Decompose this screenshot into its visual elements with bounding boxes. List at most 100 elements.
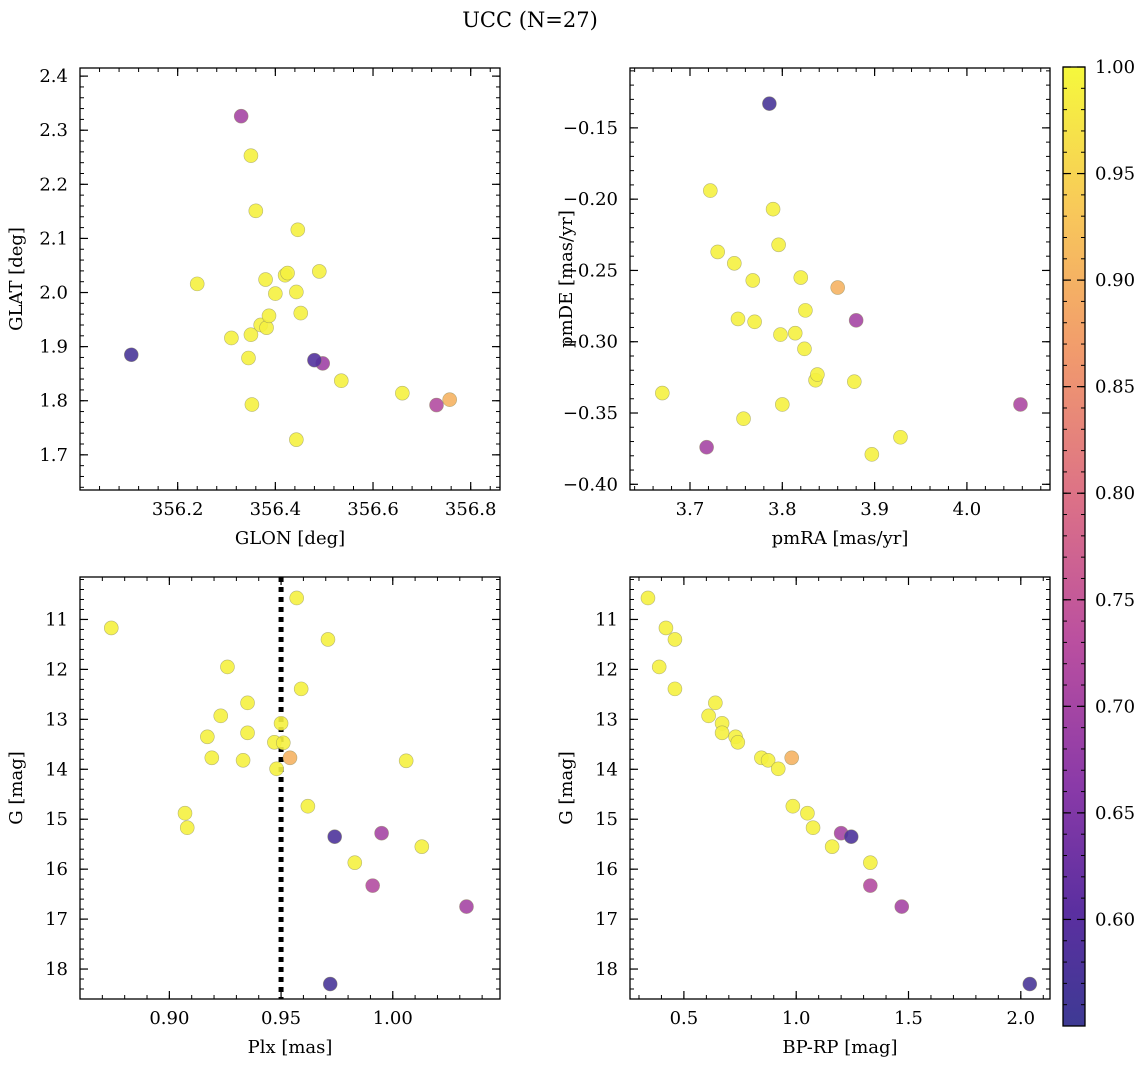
data-point (800, 805, 815, 821)
data-point (785, 798, 801, 814)
data-point (760, 752, 776, 768)
data-point (797, 341, 812, 357)
data-point (261, 308, 277, 324)
data-point (235, 752, 251, 768)
data-point (703, 183, 718, 198)
colorbar-tick-label: 0.95 (1095, 164, 1135, 185)
data-point (658, 620, 674, 636)
y-tick-label: 13 (595, 709, 618, 730)
x-tick-label: 4.0 (953, 499, 982, 520)
y-tick-label: 2.2 (39, 174, 68, 195)
data-point (736, 411, 751, 427)
colorbar-frame (1062, 66, 1086, 1027)
figure-title: UCC (N=27) (462, 8, 598, 32)
y-tick-label: 17 (45, 909, 68, 930)
data-point (843, 829, 859, 844)
data-point (667, 681, 683, 697)
y-tick-label: 14 (595, 759, 618, 780)
data-point (289, 284, 304, 300)
data-point (293, 681, 309, 697)
data-point (727, 256, 742, 271)
y-tick-label: 1.7 (39, 445, 68, 466)
data-point (268, 286, 283, 301)
data-point (347, 855, 363, 870)
data-point (307, 352, 322, 368)
data-point (177, 805, 193, 821)
x-tick-label: 356.2 (152, 499, 204, 520)
y-tick-label: 2.0 (39, 283, 68, 304)
data-point (395, 385, 410, 401)
panel-bottom-left: 0.90 0.95 1.00 11 12 13 14 15 16 17 18 Plx [mas] G [… (6, 576, 501, 1058)
y-tick-label: 12 (595, 659, 618, 680)
y-tick-label: −0.35 (563, 403, 618, 424)
axes-frame (629, 576, 1051, 1000)
y-tick-label: −0.30 (563, 332, 618, 353)
data-point (640, 590, 656, 606)
x-tick-label: 2.0 (1006, 1008, 1035, 1029)
data-point (259, 320, 274, 335)
y-tick-label: −0.25 (563, 260, 618, 281)
y-tick-label: 16 (595, 859, 618, 880)
data-point (327, 829, 342, 844)
data-point (770, 761, 786, 777)
data-point (893, 429, 908, 445)
x-tick-label: 0.5 (670, 1008, 699, 1029)
colorbar-tick-label: 0.90 (1095, 270, 1135, 291)
y-axis-label: G [mag] (556, 751, 577, 824)
panel-top-right: 3.7 3.8 3.9 4.0 −0.40 −0.35 −0.30 −0.25 −0.20 −0.… (556, 67, 1051, 549)
data-point (244, 397, 260, 412)
x-tick-label: 356.4 (250, 499, 302, 520)
data-point (708, 695, 723, 711)
y-tick-label: 18 (45, 959, 68, 980)
data-point (667, 632, 683, 647)
data-point (269, 761, 284, 777)
colorbar-tick-label: 0.65 (1095, 803, 1135, 824)
data-point (714, 725, 730, 741)
data-point (864, 447, 880, 462)
data-point (290, 222, 306, 238)
y-tick-label: 1.8 (39, 391, 68, 412)
data-point (699, 439, 714, 455)
data-point (233, 108, 249, 124)
data-point (280, 265, 295, 281)
x-axis-label: Plx [mas] (248, 1037, 333, 1058)
data-point (213, 708, 229, 724)
data-point (398, 753, 414, 769)
data-point (293, 305, 309, 321)
data-point (123, 347, 139, 363)
data-point (103, 620, 119, 636)
y-tick-label: 12 (45, 659, 68, 680)
x-axis-label: pmRA [mas/yr] (772, 528, 909, 549)
data-point (220, 659, 235, 675)
x-tick-label: 0.95 (261, 1008, 301, 1029)
colorbar-tick-label: 0.85 (1095, 377, 1135, 398)
y-tick-label: 16 (45, 859, 68, 880)
data-point (710, 244, 725, 260)
data-point (824, 839, 840, 854)
colorbar: 0.60 0.65 0.70 0.75 0.80 0.85 0.90 0.95 1.00 (1062, 57, 1135, 1027)
data-point (787, 325, 803, 341)
data-point (701, 708, 716, 724)
y-tick-label: −0.40 (563, 474, 618, 495)
data-point (863, 878, 878, 893)
data-point (651, 659, 667, 675)
colorbar-gradient (1063, 67, 1085, 1026)
data-point (282, 750, 298, 766)
points-layer (655, 96, 1028, 462)
colorbar-tick-label: 1.00 (1095, 57, 1135, 78)
x-tick-label: 3.8 (768, 499, 797, 520)
data-point (240, 725, 255, 741)
data-point (243, 327, 259, 343)
data-point (414, 839, 430, 854)
x-tick-label: 1.00 (373, 1008, 413, 1029)
y-tick-label: 2.3 (39, 120, 68, 141)
y-tick-label: −0.20 (563, 189, 618, 210)
x-axis-label: GLON [deg] (235, 528, 345, 549)
x-tick-label: 356.8 (445, 499, 497, 520)
data-point (730, 311, 746, 327)
data-point (771, 237, 786, 253)
data-point (730, 735, 746, 750)
y-tick-label: 11 (595, 609, 618, 630)
x-tick-label: 3.7 (676, 499, 705, 520)
axes-frame (79, 576, 501, 1000)
